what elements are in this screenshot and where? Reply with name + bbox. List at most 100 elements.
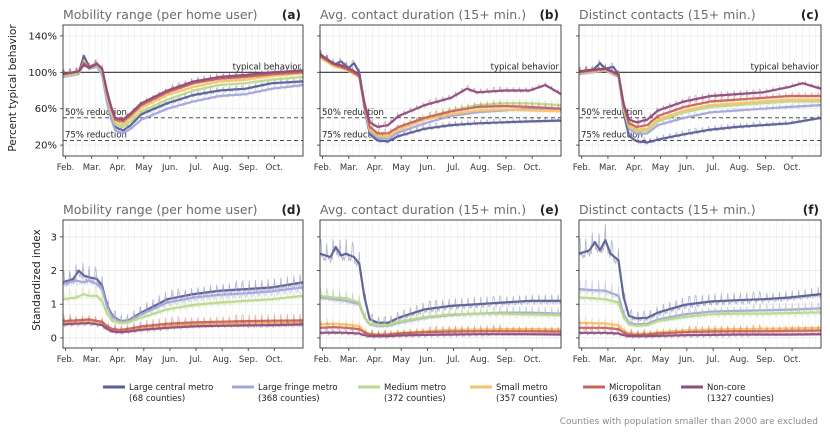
series-line-f-1: [578, 288, 822, 326]
gridlines-e: [319, 220, 561, 348]
series-line-e-2: [319, 294, 562, 327]
panel-tag-e: (e): [540, 203, 559, 217]
ref-label-b-2: 75% reduction: [322, 131, 384, 141]
series-line-f-4: [579, 326, 822, 336]
ref-label-c-1: 50% reduction: [581, 108, 643, 118]
series-band-d-1: [62, 269, 304, 325]
legend-label-5: Non-core: [707, 383, 745, 393]
ref-label-c-2: 75% reduction: [581, 131, 643, 141]
series-line-f-2: [578, 296, 822, 327]
panel-b: Avg. contact duration (15+ min.) (b) typic…: [314, 7, 562, 173]
xtick-label-a-0: Feb.: [57, 163, 75, 173]
panel-tag-b: (b): [539, 8, 559, 22]
panel-frame-d: [62, 219, 304, 349]
xtick-label-b-1: Mar.: [340, 163, 358, 173]
xtick-label-a-6: Aug.: [212, 163, 231, 173]
panel-a: Mobility range (per home user) (a) typical…: [28, 7, 304, 173]
xtick-label-f-6: Aug.: [730, 355, 749, 365]
legend-label-2: Medium metro: [384, 383, 446, 393]
ref-label-c-0: typical behavior: [751, 62, 820, 72]
series-line-d-0: [62, 269, 304, 323]
panel-frame-b: [319, 24, 562, 157]
xtick-label-d-7: Sep.: [239, 355, 258, 365]
gridlines-f: [578, 220, 821, 348]
panel-frame-e: [319, 219, 562, 349]
xtick-label-e-3: May: [392, 355, 410, 365]
xtick-label-f-3: May: [652, 355, 670, 365]
series-line-a-5: [62, 62, 304, 121]
panel-e: Avg. contact duration (15+ min.) (e) Feb. M…: [314, 202, 562, 365]
ytick-label-d-2: 2: [51, 266, 57, 277]
series-line-d-5: [62, 322, 304, 334]
xtick-label-d-5: Jul.: [189, 355, 203, 365]
xtick-label-c-4: Jun.: [678, 163, 695, 173]
series-line-d-2: [62, 293, 304, 324]
legend-count-3: (357 counties): [496, 394, 558, 404]
xtick-label-f-2: Apr.: [626, 355, 643, 365]
legend-count-1: (368 counties): [258, 394, 320, 404]
ref-label-a-2: 75% reduction: [65, 131, 127, 141]
panel-title-f: Distinct contacts (15+ min.): [579, 202, 756, 217]
ytick-label-a-2: 100%: [28, 68, 57, 79]
ytick-label-d-3: 3: [51, 232, 57, 243]
panel-tag-f: (f): [803, 203, 819, 217]
series-line-d-4: [62, 318, 304, 331]
xtick-label-e-8: Oct.: [523, 355, 540, 365]
xtick-label-e-5: Jul.: [446, 355, 460, 365]
xtick-label-b-0: Feb.: [314, 163, 332, 173]
series-band-d-2: [62, 285, 304, 326]
xtick-label-d-8: Oct.: [266, 355, 283, 365]
legend: Large central metro(68 counties) Large fr…: [103, 383, 774, 404]
gridlines-c: [578, 25, 821, 156]
ref-label-b-1: 50% reduction: [322, 108, 384, 118]
xtick-label-f-1: Mar.: [599, 355, 617, 365]
xtick-label-e-4: Jun.: [418, 355, 435, 365]
legend-label-0: Large central metro: [129, 383, 213, 393]
series-line-c-5: [578, 67, 822, 124]
xtick-label-d-4: Jun.: [161, 355, 178, 365]
xtick-label-a-1: Mar.: [83, 163, 101, 173]
panel-tag-a: (a): [282, 8, 301, 22]
xtick-label-b-8: Oct.: [523, 163, 540, 173]
xtick-label-e-7: Sep.: [497, 355, 516, 365]
legend-label-1: Large fringe metro: [258, 383, 338, 393]
ytick-label-d-0: 0: [51, 333, 57, 344]
xtick-label-a-4: Jun.: [161, 163, 178, 173]
ref-label-a-0: typical behavior: [233, 62, 302, 72]
legend-count-5: (1327 counties): [707, 394, 774, 404]
panel-frame-f: [578, 219, 822, 349]
panel-title-c: Distinct contacts (15+ min.): [579, 7, 756, 22]
series-line-f-0: [578, 239, 822, 320]
panel-f: Distinct contacts (15+ min.) (f) Feb. Mar. A…: [573, 202, 822, 365]
xtick-label-e-1: Mar.: [340, 355, 358, 365]
legend-count-4: (639 counties): [609, 394, 671, 404]
ytick-label-a-3: 140%: [28, 31, 57, 42]
y-axis-label-top: Percent typical behavior: [7, 24, 19, 152]
ytick-label-a-1: 60%: [35, 104, 57, 115]
panel-title-d: Mobility range (per home user): [63, 202, 258, 217]
xtick-label-a-2: Apr.: [109, 163, 126, 173]
xtick-label-e-2: Apr.: [367, 355, 384, 365]
footnote: Counties with population smaller than 20…: [560, 417, 818, 427]
panel-title-e: Avg. contact duration (15+ min.): [320, 202, 526, 217]
xtick-label-d-1: Mar.: [83, 355, 101, 365]
ytick-label-a-0: 20%: [35, 141, 57, 152]
legend-label-4: Micropolitan: [609, 383, 661, 393]
xtick-label-c-6: Aug.: [730, 163, 749, 173]
ref-label-a-1: 50% reduction: [65, 108, 127, 118]
xtick-label-d-0: Feb.: [57, 355, 75, 365]
panel-title-a: Mobility range (per home user): [63, 7, 258, 22]
panel-c: Distinct contacts (15+ min.) (c) typical b…: [573, 7, 822, 173]
legend-label-3: Small metro: [496, 383, 548, 393]
xtick-label-b-3: May: [392, 163, 410, 173]
legend-count-0: (68 counties): [129, 394, 185, 404]
xtick-label-e-6: Aug.: [470, 355, 489, 365]
series-line-e-0: [319, 245, 561, 324]
xtick-label-e-0: Feb.: [314, 355, 332, 365]
series-line-e-4: [319, 326, 562, 336]
ref-label-b-0: typical behavior: [491, 62, 560, 72]
panel-d: Mobility range (per home user) (d) 0 1 2 3 Feb…: [51, 202, 304, 365]
xtick-label-f-4: Jun.: [678, 355, 695, 365]
